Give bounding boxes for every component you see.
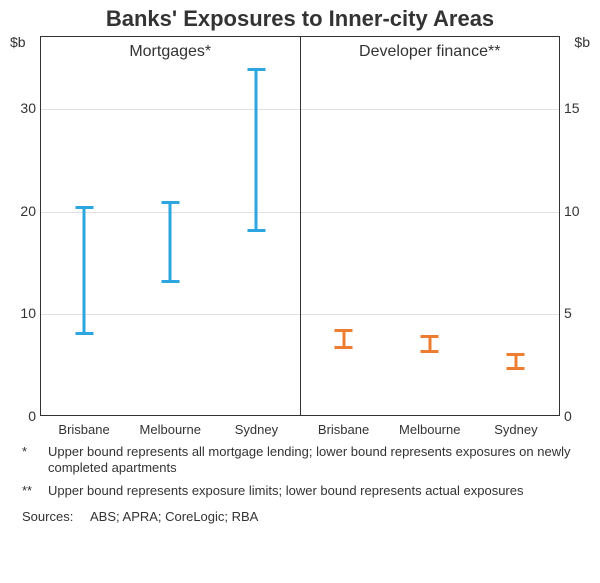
chart-title: Banks' Exposures to Inner-city Areas bbox=[0, 0, 600, 32]
range-cap-top bbox=[161, 201, 179, 204]
range-bar bbox=[514, 353, 517, 369]
plot-area: $b $b Mortgages*BrisbaneMelbourneSydneyD… bbox=[40, 36, 560, 416]
panel-title: Developer finance** bbox=[301, 43, 560, 61]
gridline bbox=[301, 109, 560, 110]
ytick-left: 10 bbox=[12, 305, 36, 321]
range-bar bbox=[342, 329, 345, 350]
gridline bbox=[41, 314, 300, 315]
range-cap-top bbox=[335, 329, 353, 332]
range-cap-bottom bbox=[247, 229, 265, 232]
range-bar bbox=[169, 201, 172, 283]
range-cap-top bbox=[421, 335, 439, 338]
gridline bbox=[41, 109, 300, 110]
chart-panels: Mortgages*BrisbaneMelbourneSydneyDevelop… bbox=[40, 36, 560, 416]
range-cap-bottom bbox=[335, 346, 353, 349]
panel-1: Developer finance**BrisbaneMelbourneSydn… bbox=[301, 37, 560, 415]
range-cap-bottom bbox=[161, 280, 179, 283]
sources-row: Sources: ABS; APRA; CoreLogic; RBA bbox=[22, 509, 578, 524]
sources-label: Sources: bbox=[22, 509, 90, 524]
x-category-label: Sydney bbox=[494, 422, 537, 437]
footnote-row: *Upper bound represents all mortgage len… bbox=[22, 444, 578, 477]
gridline bbox=[301, 212, 560, 213]
footnote-marker: * bbox=[22, 444, 48, 477]
y-unit-right: $b bbox=[574, 34, 590, 50]
ytick-right: 0 bbox=[564, 408, 588, 424]
range-cap-top bbox=[507, 353, 525, 356]
footnote-marker: ** bbox=[22, 483, 48, 499]
range-cap-bottom bbox=[421, 350, 439, 353]
ytick-left: 0 bbox=[12, 408, 36, 424]
range-cap-top bbox=[247, 68, 265, 71]
ytick-right: 10 bbox=[564, 203, 588, 219]
x-category-label: Sydney bbox=[235, 422, 278, 437]
range-bar bbox=[83, 206, 86, 334]
range-cap-bottom bbox=[507, 367, 525, 370]
gridline bbox=[301, 314, 560, 315]
footnote-row: **Upper bound represents exposure limits… bbox=[22, 483, 578, 499]
footnotes: *Upper bound represents all mortgage len… bbox=[22, 444, 578, 499]
x-category-label: Melbourne bbox=[140, 422, 201, 437]
range-bar bbox=[428, 335, 431, 353]
x-category-label: Melbourne bbox=[399, 422, 460, 437]
chart-container: Banks' Exposures to Inner-city Areas $b … bbox=[0, 0, 600, 583]
ytick-left: 30 bbox=[12, 100, 36, 116]
footnote-text: Upper bound represents exposure limits; … bbox=[48, 483, 523, 499]
y-unit-left: $b bbox=[10, 34, 26, 50]
x-category-label: Brisbane bbox=[58, 422, 109, 437]
range-cap-bottom bbox=[75, 332, 93, 335]
range-bar bbox=[255, 68, 258, 232]
ytick-right: 5 bbox=[564, 305, 588, 321]
ytick-left: 20 bbox=[12, 203, 36, 219]
panel-0: Mortgages*BrisbaneMelbourneSydney bbox=[41, 37, 301, 415]
panel-title: Mortgages* bbox=[41, 43, 300, 61]
range-cap-top bbox=[75, 206, 93, 209]
x-category-label: Brisbane bbox=[318, 422, 369, 437]
footnote-text: Upper bound represents all mortgage lend… bbox=[48, 444, 578, 477]
ytick-right: 15 bbox=[564, 100, 588, 116]
sources-text: ABS; APRA; CoreLogic; RBA bbox=[90, 509, 258, 524]
